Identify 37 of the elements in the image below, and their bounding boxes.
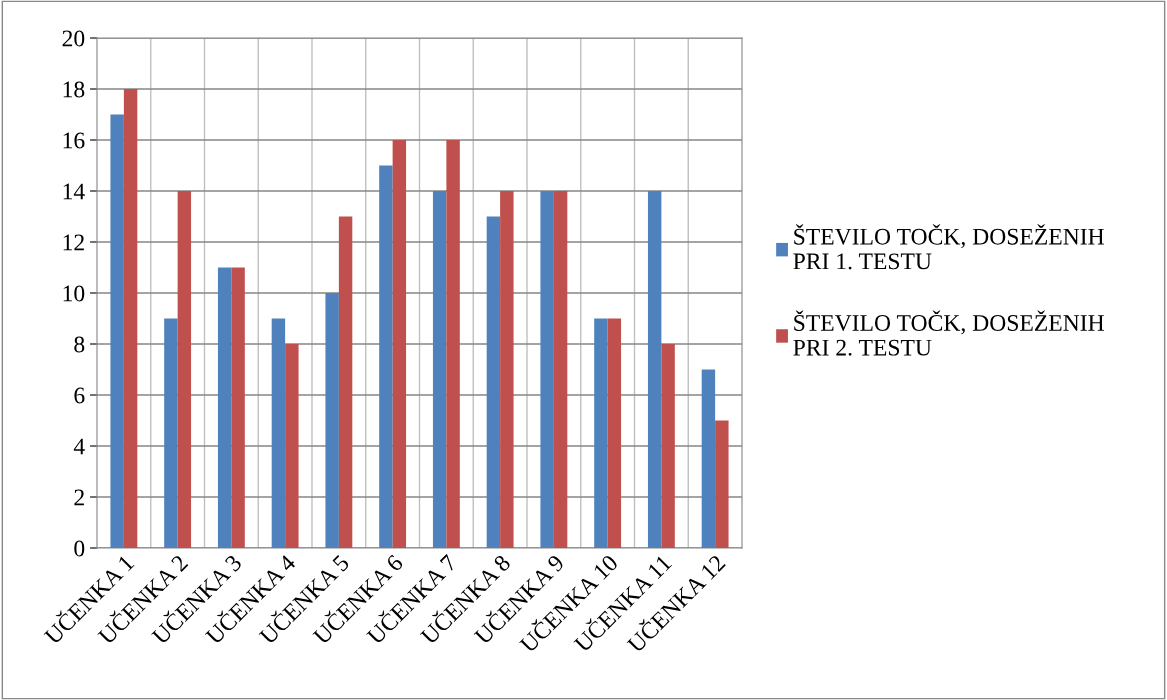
- bar: [486, 216, 501, 548]
- bar: [285, 344, 299, 548]
- bar: [325, 293, 339, 548]
- bar: [110, 114, 124, 548]
- legend-label: ŠTEVILO TOČK, DOSEŽENIH PRI 1. TESTU: [793, 224, 1104, 270]
- y-tick-label: 20: [62, 30, 85, 47]
- bar: [607, 318, 622, 548]
- bar: [217, 267, 232, 548]
- legend-label: ŠTEVILO TOČK, DOSEŽENIH PRI 2. TESTU: [793, 310, 1104, 356]
- bar: [392, 140, 407, 548]
- bar: [540, 191, 554, 548]
- bar: [701, 369, 716, 548]
- y-tick-label: 18: [63, 81, 85, 98]
- y-tick-label: 14: [63, 183, 85, 200]
- bar: [379, 165, 393, 548]
- bar: [271, 318, 286, 548]
- bar: [500, 191, 514, 548]
- y-tick-label: 8: [74, 336, 85, 353]
- y-tick-label: 6: [74, 387, 85, 404]
- bar: [123, 89, 138, 548]
- y-tick-label: 12: [63, 234, 84, 251]
- bar: [432, 191, 447, 548]
- bar: [177, 191, 192, 548]
- bar: [661, 344, 675, 548]
- y-tick-label: 10: [63, 285, 85, 302]
- bar: [164, 318, 178, 548]
- y-tick-label: 16: [63, 132, 85, 149]
- y-tick-label: 4: [73, 438, 85, 455]
- bar: [231, 267, 245, 548]
- bar: [446, 140, 460, 548]
- y-tick-label: 2: [74, 489, 84, 506]
- y-tick-label: 0: [74, 540, 85, 557]
- bar: [647, 191, 662, 548]
- bar: [553, 191, 568, 548]
- bar: [338, 216, 353, 548]
- bar: [715, 420, 729, 548]
- bar: [594, 318, 608, 548]
